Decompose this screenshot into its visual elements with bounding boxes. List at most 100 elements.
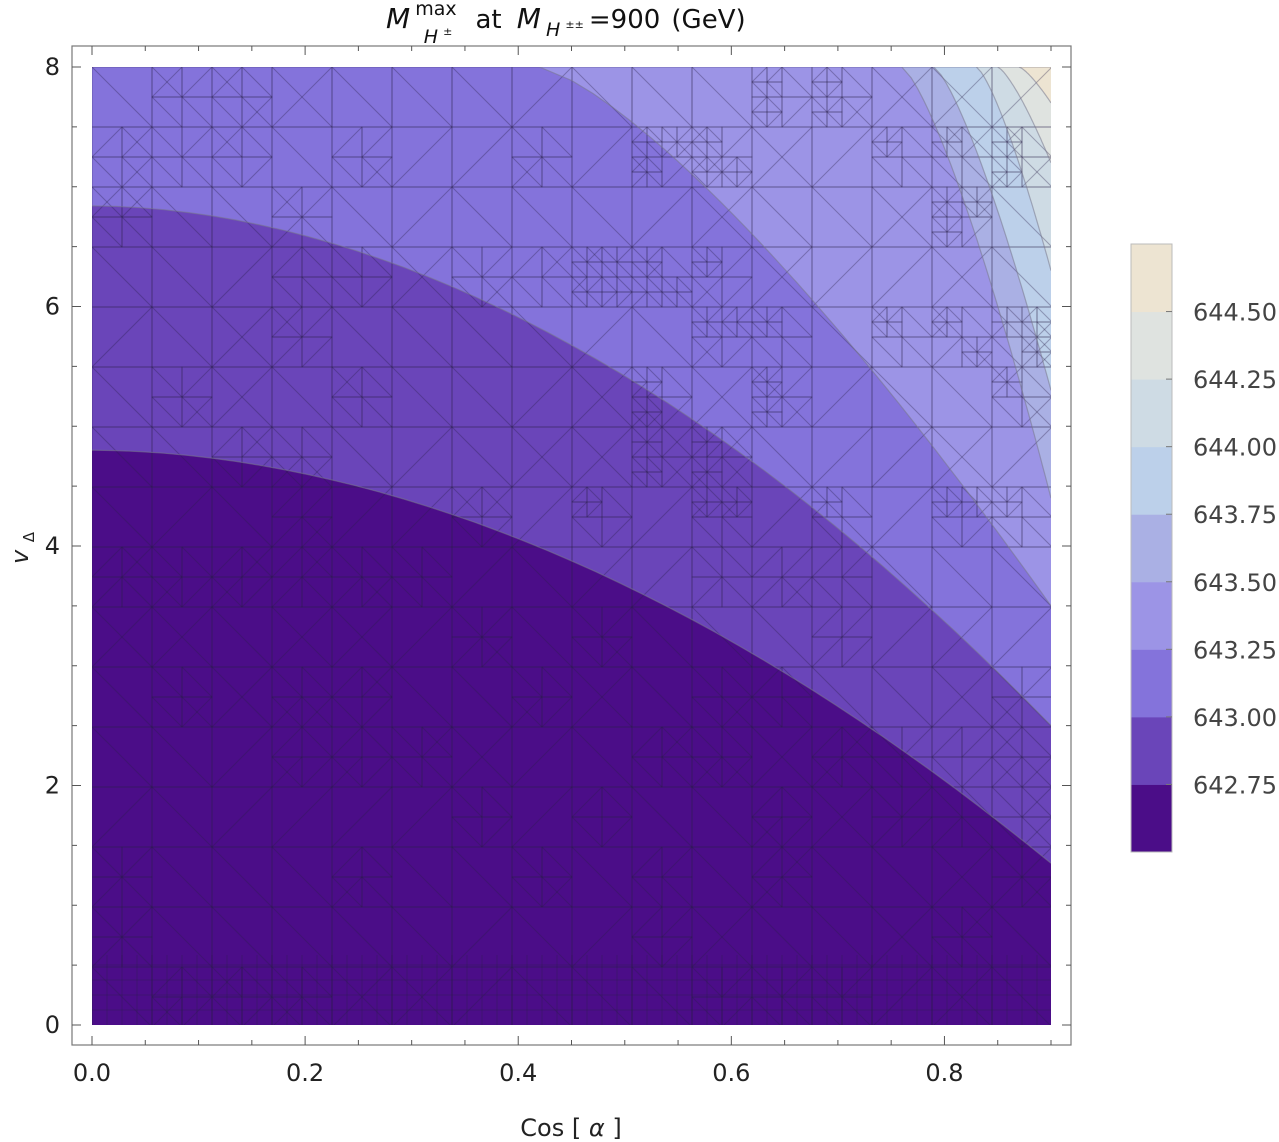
- mesh-diag: [871, 67, 933, 128]
- mesh-cell: [1006, 141, 1023, 158]
- mesh-cell: [1006, 366, 1023, 383]
- mesh-cell: [616, 276, 633, 293]
- mesh-cell: [991, 306, 1008, 323]
- mesh-diag: [211, 126, 243, 158]
- mesh-cell: [571, 306, 633, 368]
- mesh-cell: [691, 321, 708, 338]
- mesh-diag: [181, 546, 213, 578]
- mesh-cell: [511, 426, 573, 488]
- mesh-cell: [631, 936, 663, 968]
- mesh-diag: [976, 351, 993, 368]
- mesh-cell: [1021, 306, 1038, 323]
- mesh-cell: [331, 726, 363, 758]
- mesh-diag: [421, 576, 453, 608]
- mesh-cell: [181, 126, 213, 158]
- mesh-diag: [691, 126, 708, 143]
- mesh-cell: [271, 846, 333, 908]
- mesh-diag: [976, 186, 993, 203]
- mesh-cell: [361, 696, 393, 728]
- mesh-cell: [706, 261, 723, 278]
- mesh-cell: [871, 786, 903, 818]
- mesh-diag: [211, 996, 241, 1025]
- colorbar-segment: [1131, 244, 1172, 313]
- mesh-diag: [933, 966, 993, 1025]
- mesh-cell: [736, 486, 753, 503]
- mesh-diag: [991, 816, 1023, 848]
- mesh-diag: [1006, 486, 1023, 503]
- x-axis-name: Cos: [520, 1114, 564, 1142]
- colorbar-tick-label: 643.50: [1193, 569, 1277, 597]
- mesh-cell: [691, 906, 753, 968]
- mesh-cell: [586, 486, 603, 503]
- mesh-cell: [631, 291, 648, 308]
- mesh-diag: [646, 411, 663, 428]
- mesh-diag: [931, 486, 948, 503]
- mesh-cell: [121, 216, 153, 248]
- mesh-diag: [631, 426, 648, 443]
- mesh-diag: [781, 67, 813, 98]
- mesh-cell: [151, 156, 183, 188]
- mesh-diag: [421, 756, 453, 788]
- mesh-cell: [511, 696, 543, 728]
- mesh-cell: [931, 186, 948, 203]
- mesh-cell: [631, 606, 693, 668]
- mesh-diag: [721, 336, 753, 368]
- mesh-cell: [271, 726, 303, 758]
- mesh-diag: [331, 786, 393, 848]
- mesh-cell: [241, 576, 273, 608]
- mesh-diag: [661, 846, 693, 878]
- mesh-cell: [1036, 336, 1051, 353]
- mesh-cell: [976, 501, 993, 518]
- mesh-diag: [571, 276, 588, 293]
- mesh-diag: [706, 306, 723, 323]
- mesh-diag: [1036, 322, 1051, 338]
- mesh-diag: [646, 156, 663, 173]
- mesh-cell: [781, 876, 813, 908]
- mesh-diag: [151, 666, 183, 698]
- mesh-diag: [361, 246, 393, 278]
- boundary-643.25: [539, 67, 1051, 607]
- mesh-diag: [781, 876, 813, 908]
- mesh-diag: [151, 606, 213, 668]
- mesh-cell: [766, 366, 783, 383]
- mesh-diag: [991, 546, 1051, 607]
- mesh-cell: [511, 306, 573, 368]
- mesh-diag: [751, 186, 813, 248]
- mesh-diag: [1006, 306, 1023, 323]
- mesh-diag: [991, 966, 1051, 1025]
- mesh-diag: [151, 906, 213, 968]
- mesh-cell: [961, 351, 978, 368]
- colorbar-tick-label: 644.50: [1193, 299, 1277, 327]
- mesh-cell: [1006, 156, 1023, 173]
- mesh-cell: [646, 171, 663, 188]
- mesh-diag: [631, 606, 693, 668]
- mesh-diag: [271, 486, 303, 518]
- mesh-diag: [331, 67, 393, 128]
- mesh-diag: [976, 486, 993, 503]
- mesh-cell: [871, 321, 888, 338]
- mesh-cell: [931, 321, 948, 338]
- mesh-cell: [946, 501, 963, 518]
- mesh-diag: [151, 246, 213, 308]
- mesh-cell: [826, 96, 843, 113]
- mesh-diag: [961, 126, 993, 158]
- mesh-diag: [271, 246, 303, 278]
- mesh-diag: [92, 846, 123, 878]
- mesh-cell: [781, 396, 813, 428]
- mesh-diag: [901, 786, 933, 818]
- mesh-cell: [871, 546, 933, 608]
- mesh-cell: [871, 366, 933, 428]
- mesh-cell: [931, 156, 963, 188]
- mesh-cell: [751, 906, 813, 968]
- mesh-diag: [691, 906, 753, 968]
- mesh-diag: [871, 756, 903, 788]
- mesh-diag: [751, 126, 813, 188]
- mesh-diag: [721, 696, 753, 728]
- mesh-diag: [931, 846, 993, 908]
- mesh-diag: [721, 516, 753, 548]
- mesh-cell: [92, 546, 123, 578]
- mesh-diag: [151, 96, 183, 128]
- mesh-diag: [646, 276, 663, 293]
- mesh-cell: [946, 141, 963, 158]
- mesh-diag: [976, 201, 993, 218]
